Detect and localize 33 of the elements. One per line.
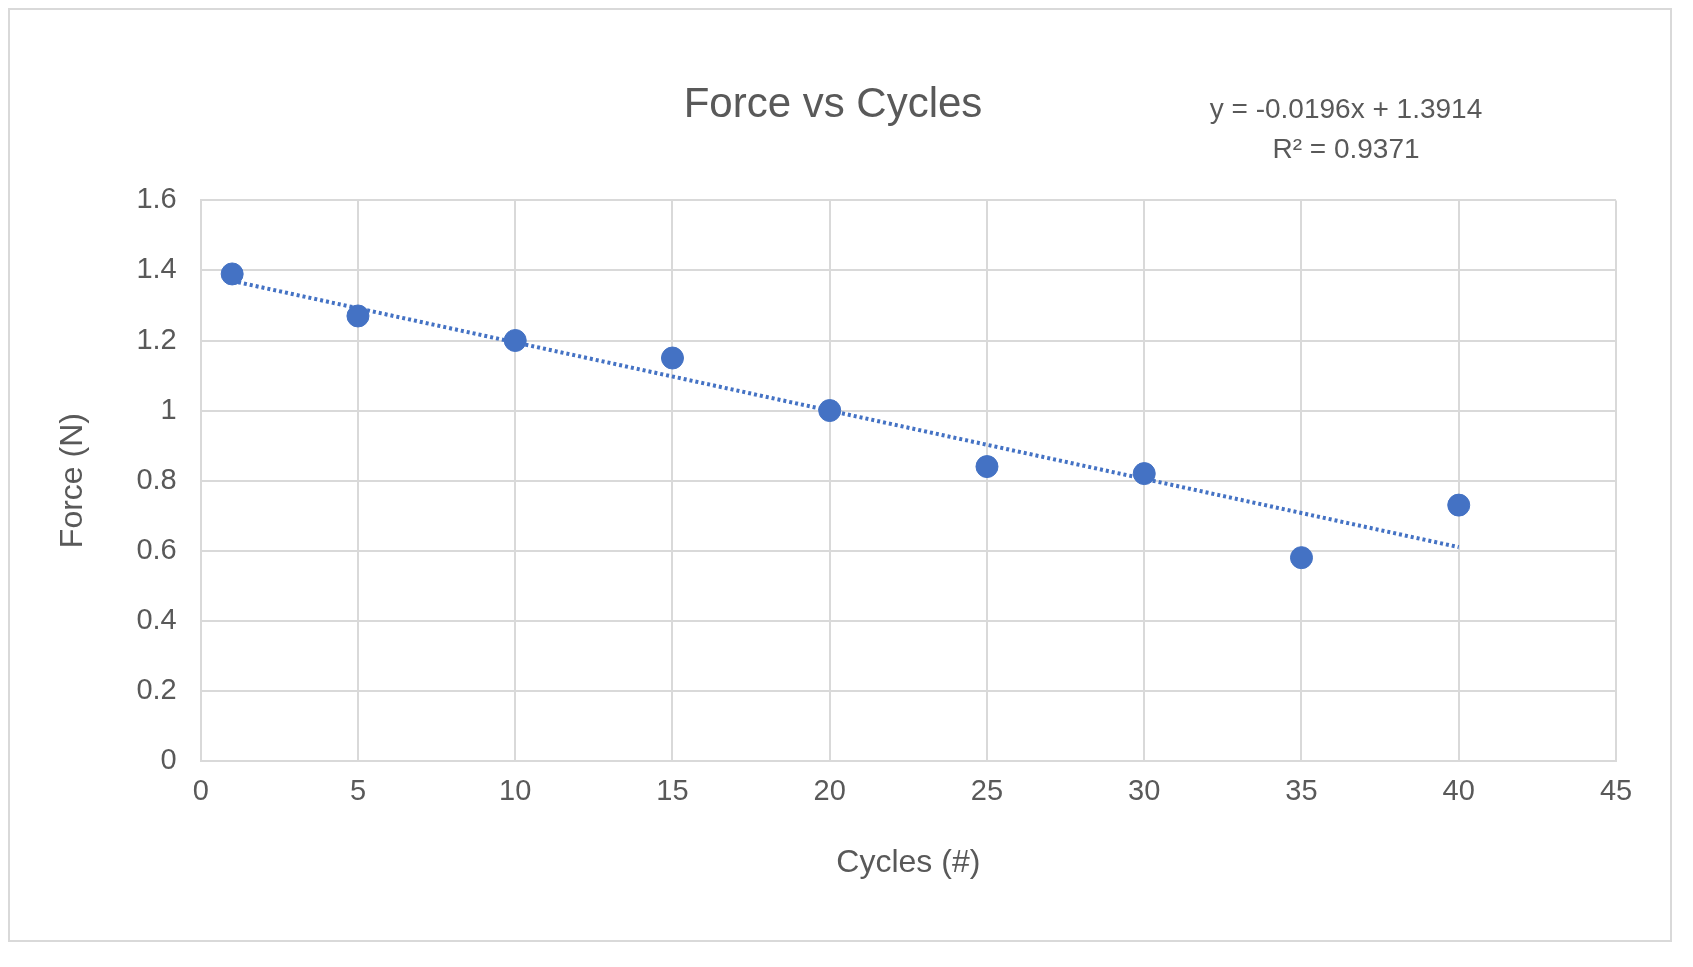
y-tick-label: 1.2 [136, 322, 177, 355]
point [346, 304, 370, 328]
y-tick-label: 0.8 [136, 462, 177, 495]
x-tick-label: 45 [1599, 774, 1633, 807]
x-tick-label: 40 [1442, 774, 1475, 807]
x-tick-label: 25 [970, 774, 1004, 807]
text: y = -0.0196x + 1.3914 [1209, 92, 1483, 124]
y-tick-label: 1 [160, 392, 177, 425]
point [1447, 493, 1471, 517]
point [660, 346, 684, 370]
y-tick-label: 1.4 [136, 252, 177, 285]
x-tick-label: 5 [349, 774, 367, 807]
point [975, 455, 999, 479]
chart-title: Force vs Cycles [683, 78, 983, 126]
x-tick-label: 35 [1285, 774, 1318, 807]
x-axis-title: Cycles (#) [836, 842, 981, 879]
point [1289, 546, 1313, 570]
y-tick-label: 0 [160, 742, 177, 775]
y-axis-title: Force (N) [53, 413, 90, 549]
x-tick-label: 15 [656, 774, 689, 807]
point [818, 399, 842, 423]
point [503, 329, 527, 352]
text: R² = 0.9371 [1272, 132, 1420, 164]
y-tick-label: 0.6 [136, 532, 177, 565]
x-tick-label: 30 [1128, 774, 1161, 807]
x-tick-label: 0 [192, 774, 209, 807]
x-tick-label: 20 [813, 774, 846, 807]
point [1132, 462, 1156, 486]
y-tick-label: 0.2 [136, 672, 177, 705]
point [220, 262, 244, 286]
y-tick-label: 0.4 [136, 602, 177, 635]
x-tick-label: 10 [499, 774, 532, 807]
y-tick-label: 1.6 [136, 182, 177, 215]
